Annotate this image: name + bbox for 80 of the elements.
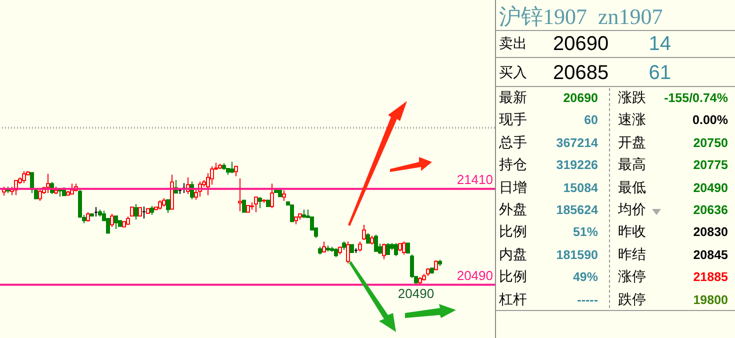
text: 60: [583, 112, 598, 130]
text: 319226: [555, 157, 598, 174]
text: 杠杆: [499, 290, 527, 310]
candlestick: [358, 241, 362, 252]
candlestick: [238, 178, 242, 212]
text: 20490: [692, 180, 728, 197]
candlestick: [382, 243, 386, 260]
candlestick: [270, 183, 274, 209]
candlestick: [86, 212, 90, 222]
candlestick: [410, 254, 414, 279]
candlestick: [22, 170, 26, 184]
text: 20690: [562, 90, 598, 107]
text: 20830: [692, 224, 728, 242]
annotation: 20490: [398, 286, 434, 301]
candlestick: [402, 241, 406, 256]
candlestick: [158, 200, 162, 210]
text: 20636: [692, 202, 728, 219]
candlestick: [362, 224, 366, 240]
candlestick: [346, 241, 350, 264]
text: 185624: [555, 202, 598, 219]
text: 367214: [555, 134, 598, 152]
candlestick: [282, 190, 286, 202]
text: 15084: [562, 180, 598, 197]
text: 昨结: [618, 246, 646, 265]
text: 比例: [499, 268, 527, 288]
text: 买入: [499, 64, 527, 83]
candlestick: [254, 196, 258, 213]
text: -----: [576, 292, 598, 309]
text: 速涨: [618, 111, 646, 130]
text: 内盘: [499, 246, 527, 265]
text: 51%: [572, 224, 598, 242]
text: 20775: [692, 157, 728, 174]
candlestick: [242, 200, 246, 213]
text: 最低: [618, 178, 646, 198]
text: 日增: [499, 178, 527, 198]
text: 181590: [555, 246, 598, 264]
candlestick: [38, 189, 42, 202]
text: 19800: [692, 292, 728, 309]
candlestick: [374, 234, 378, 252]
candlestick: [230, 161, 234, 174]
text: 卖出: [499, 35, 527, 54]
text: 比例: [499, 223, 527, 242]
candlestick: [366, 232, 370, 244]
text: 20685: [553, 62, 609, 84]
text: 最高: [618, 156, 646, 176]
ref-line-label: 21410: [456, 172, 493, 187]
text: 最新: [499, 89, 527, 108]
candlestick: [130, 206, 134, 216]
candlestick: [258, 196, 262, 209]
candlestick: [114, 215, 118, 230]
text: 20845: [692, 246, 728, 264]
text: 涨跌: [618, 89, 646, 108]
candlestick: [290, 204, 294, 222]
text: 49%: [572, 269, 598, 286]
text: -155/0.74%: [663, 90, 728, 107]
text: 20750: [692, 134, 728, 152]
candlestick: [386, 242, 390, 256]
text: 外盘: [499, 201, 527, 220]
candlestick: [322, 241, 326, 253]
candlestick: [46, 173, 50, 194]
text: 61: [648, 62, 671, 84]
text: 涨停: [618, 268, 646, 288]
text: 持仓: [499, 156, 527, 176]
candlestick: [406, 242, 410, 254]
text: 开盘: [618, 134, 646, 153]
text: 沪锌1907 zn1907: [499, 3, 663, 31]
text: 0.00%: [692, 112, 728, 130]
text: 总手: [499, 134, 527, 153]
text: 20690: [553, 33, 609, 55]
candlestick: [134, 203, 138, 220]
candlestick: [166, 199, 170, 214]
ref-line-label: 20490: [456, 268, 493, 283]
text: 14: [648, 33, 671, 55]
candlestick: [394, 242, 398, 257]
text: 昨收: [618, 223, 646, 242]
text: 21885: [692, 269, 728, 286]
text: 跌停: [618, 290, 646, 310]
text: 现手: [499, 111, 527, 130]
candlestick: [110, 213, 114, 228]
text: 均价: [618, 201, 646, 220]
